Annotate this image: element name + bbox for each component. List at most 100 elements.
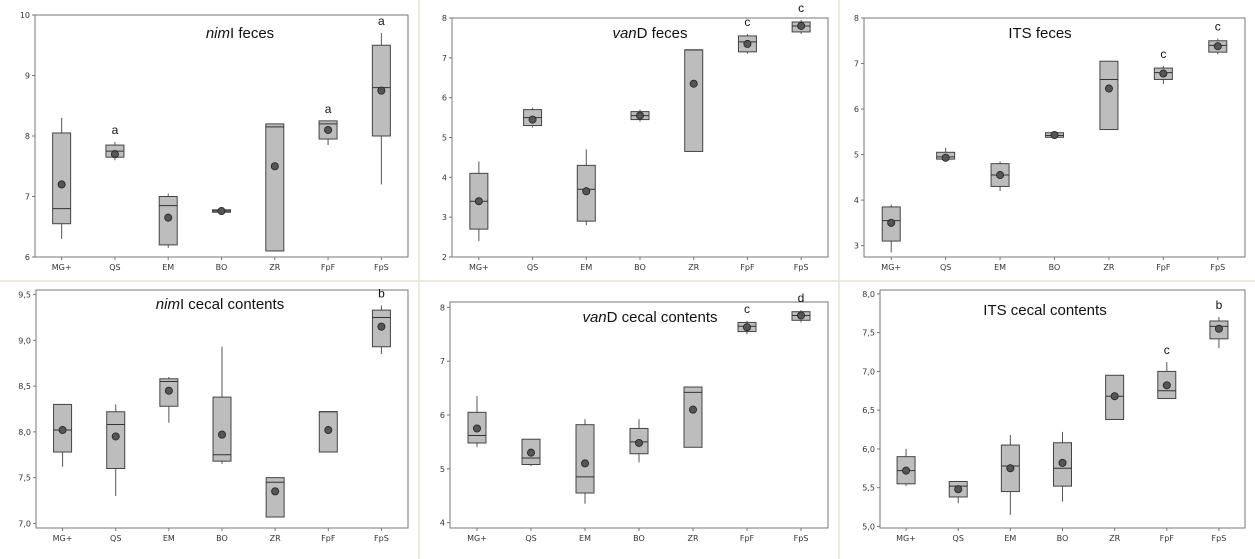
panel-title-rest: D cecal contents (607, 309, 718, 326)
box (575, 424, 595, 494)
mean-marker (377, 86, 386, 95)
y-tick-label: 7 (25, 193, 30, 202)
significance-letter: c (1160, 47, 1166, 61)
mean-marker (689, 79, 698, 88)
x-tick-label: EM (163, 534, 175, 543)
x-tick-label: FpF (321, 263, 336, 272)
x-tick-label: ZR (270, 534, 281, 543)
x-tick-label: MG+ (467, 534, 487, 543)
significance-letter: d (798, 291, 805, 305)
mean-marker (996, 171, 1005, 180)
mean-marker (1050, 130, 1059, 139)
x-tick-label: ZR (688, 263, 699, 272)
x-tick-label: ZR (1109, 534, 1120, 543)
box (1099, 60, 1119, 131)
mean-marker (110, 150, 119, 159)
x-tick-label: FpF (321, 534, 336, 543)
y-tick-label: 3 (854, 242, 859, 251)
x-tick-label: EM (162, 263, 174, 272)
x-tick-label: QS (110, 534, 121, 543)
mean-marker (528, 115, 537, 124)
x-tick-label: BO (633, 534, 645, 543)
x-tick-label: EM (579, 534, 591, 543)
mean-marker (58, 426, 67, 435)
significance-letter: b (378, 287, 385, 301)
plot-frame (449, 301, 829, 529)
box (212, 396, 232, 462)
mean-marker (902, 466, 911, 475)
box (265, 123, 285, 252)
mean-marker (1110, 392, 1119, 401)
mean-marker (941, 153, 950, 162)
mean-marker (111, 432, 120, 441)
x-tick-label: FpS (1212, 534, 1227, 543)
mean-marker (1058, 458, 1067, 467)
x-tick-label: BO (1049, 263, 1061, 272)
panel-title-italic: van (582, 309, 606, 326)
x-tick-label: ZR (1103, 263, 1114, 272)
box (52, 132, 72, 225)
panel-title-rest: I feces (230, 25, 274, 42)
x-tick-label: ZR (269, 263, 280, 272)
boxplot-svg: 5,0 5,5 6,0 6,5 7,0 7,5 8,0 MG+ QS EM BO ZR FpF FpS c b… (862, 289, 1246, 543)
box (684, 49, 704, 152)
panel-title: vanD cecal contents (582, 309, 717, 326)
mean-marker (164, 213, 173, 222)
mean-marker (270, 162, 279, 171)
mean-marker (377, 322, 386, 331)
panel-title-rest: ITS cecal contents (983, 302, 1106, 319)
x-tick-label: QS (527, 263, 538, 272)
x-tick-label: ZR (687, 534, 698, 543)
mean-marker (1159, 69, 1168, 78)
significance-letter: c (744, 302, 750, 316)
y-tick-label: 6,0 (862, 445, 875, 454)
chart-panel-vanD-feces: 2 3 4 5 6 7 8 MG+ QS EM BO ZR FpF FpS c c vanD feces (420, 0, 838, 280)
boxplot-svg: 6 7 8 9 10 MG+ QS EM BO ZR FpF FpS a a a nimI feces (20, 11, 409, 272)
mean-marker (743, 39, 752, 48)
y-tick-label: 6 (25, 253, 30, 262)
y-tick-label: 7,5 (862, 329, 875, 338)
mean-marker (217, 207, 226, 216)
mean-marker (797, 21, 806, 30)
y-tick-label: 8,5 (18, 382, 31, 391)
mean-marker (634, 438, 643, 447)
boxplot-svg: 7,0 7,5 8,0 8,5 9,0 9,5 MG+ QS EM BO ZR FpF FpS b nimI… (18, 287, 409, 543)
panel-title-italic: nim (156, 296, 180, 313)
y-tick-label: 6,5 (862, 406, 875, 415)
panel-title: ITS feces (1008, 25, 1071, 42)
y-tick-label: 7,5 (18, 474, 31, 483)
x-tick-label: FpF (1156, 263, 1171, 272)
x-tick-label: FpF (740, 263, 755, 272)
significance-letter: c (744, 15, 750, 29)
x-tick-label: QS (953, 534, 964, 543)
y-tick-label: 6 (854, 105, 859, 114)
mean-marker (635, 111, 644, 120)
significance-letter: b (1216, 298, 1223, 312)
significance-letter: c (1164, 343, 1170, 357)
mean-marker (1162, 381, 1171, 390)
plot-frame (451, 17, 829, 258)
mean-marker (887, 218, 896, 227)
significance-letter: a (325, 102, 332, 116)
x-tick-label: MG+ (53, 534, 73, 543)
x-tick-label: MG+ (52, 263, 72, 272)
x-tick-label: QS (940, 263, 951, 272)
panel-title-italic: van (612, 25, 636, 42)
x-tick-label: EM (1004, 534, 1016, 543)
mean-marker (473, 424, 482, 433)
x-tick-label: FpS (1210, 263, 1225, 272)
mean-marker (217, 430, 226, 439)
boxplot-svg: 4 5 6 7 8 MG+ QS EM BO ZR FpF FpS c d vanD cecal conte… (440, 291, 829, 543)
panel-title-rest: I cecal contents (180, 296, 284, 313)
mean-marker (688, 405, 697, 414)
panel-title-italic: nim (206, 25, 230, 42)
mean-marker (1006, 464, 1015, 473)
y-tick-label: 6 (442, 94, 447, 103)
mean-marker (582, 187, 591, 196)
chart-panel-nimI-cecal: 7,0 7,5 8,0 8,5 9,0 9,5 MG+ QS EM BO ZR FpF FpS b nimI… (0, 282, 418, 559)
y-tick-label: 4 (854, 196, 859, 205)
chart-panel-ITS-feces: 3 4 5 6 7 8 MG+ QS EM BO ZR FpF FpS c c ITS feces (840, 0, 1255, 280)
x-tick-label: FpF (1160, 534, 1175, 543)
x-tick-label: EM (580, 263, 592, 272)
mean-marker (324, 125, 333, 134)
